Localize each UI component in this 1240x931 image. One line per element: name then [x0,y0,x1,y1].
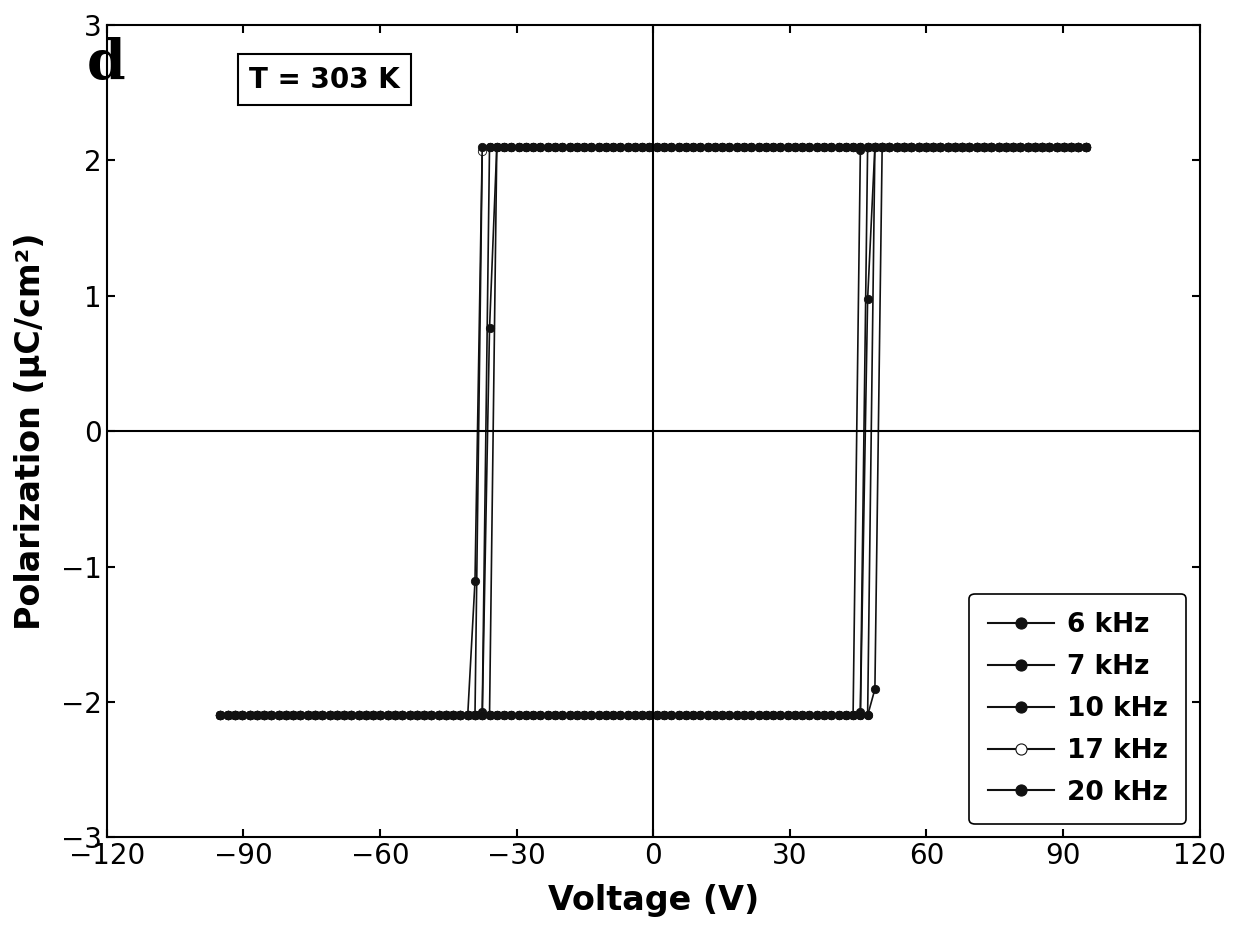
10 kHz [693,710,708,722]
Line: 6 kHz: 6 kHz [216,142,1090,720]
6 kHz [693,710,708,722]
Line: 10 kHz: 10 kHz [216,142,1090,720]
17 kHz [810,710,825,722]
Line: 20 kHz: 20 kHz [216,142,1090,720]
20 kHz [394,710,409,722]
Y-axis label: Polarization (μC/cm²): Polarization (μC/cm²) [14,233,47,630]
Text: T = 303 K: T = 303 K [249,65,399,93]
20 kHz [445,710,460,722]
7 kHz [445,710,460,722]
Text: d: d [87,37,125,92]
6 kHz [394,710,409,722]
17 kHz [904,142,919,153]
20 kHz [904,142,919,153]
7 kHz [213,710,228,722]
7 kHz [394,710,409,722]
6 kHz [874,142,889,153]
10 kHz [810,710,825,722]
17 kHz [445,710,460,722]
17 kHz [213,710,228,722]
10 kHz [213,710,228,722]
20 kHz [810,710,825,722]
7 kHz [1079,142,1094,153]
17 kHz [882,142,897,153]
20 kHz [1079,142,1094,153]
Line: 17 kHz: 17 kHz [216,142,1090,720]
10 kHz [1079,142,1094,153]
Line: 7 kHz: 7 kHz [216,142,1090,720]
6 kHz [904,142,919,153]
6 kHz [445,710,460,722]
20 kHz [1056,142,1071,153]
X-axis label: Voltage (V): Voltage (V) [548,884,759,917]
7 kHz [1056,142,1071,153]
20 kHz [213,710,228,722]
10 kHz [904,142,919,153]
17 kHz [1056,142,1071,153]
10 kHz [882,142,897,153]
20 kHz [889,142,904,153]
6 kHz [213,710,228,722]
17 kHz [693,710,708,722]
17 kHz [394,710,409,722]
7 kHz [810,710,825,722]
7 kHz [874,142,889,153]
Legend: 6 kHz, 7 kHz, 10 kHz, 17 kHz, 20 kHz: 6 kHz, 7 kHz, 10 kHz, 17 kHz, 20 kHz [970,594,1187,824]
6 kHz [1079,142,1094,153]
7 kHz [693,710,708,722]
10 kHz [445,710,460,722]
20 kHz [693,710,708,722]
7 kHz [904,142,919,153]
17 kHz [1079,142,1094,153]
6 kHz [810,710,825,722]
10 kHz [394,710,409,722]
6 kHz [1056,142,1071,153]
10 kHz [1056,142,1071,153]
